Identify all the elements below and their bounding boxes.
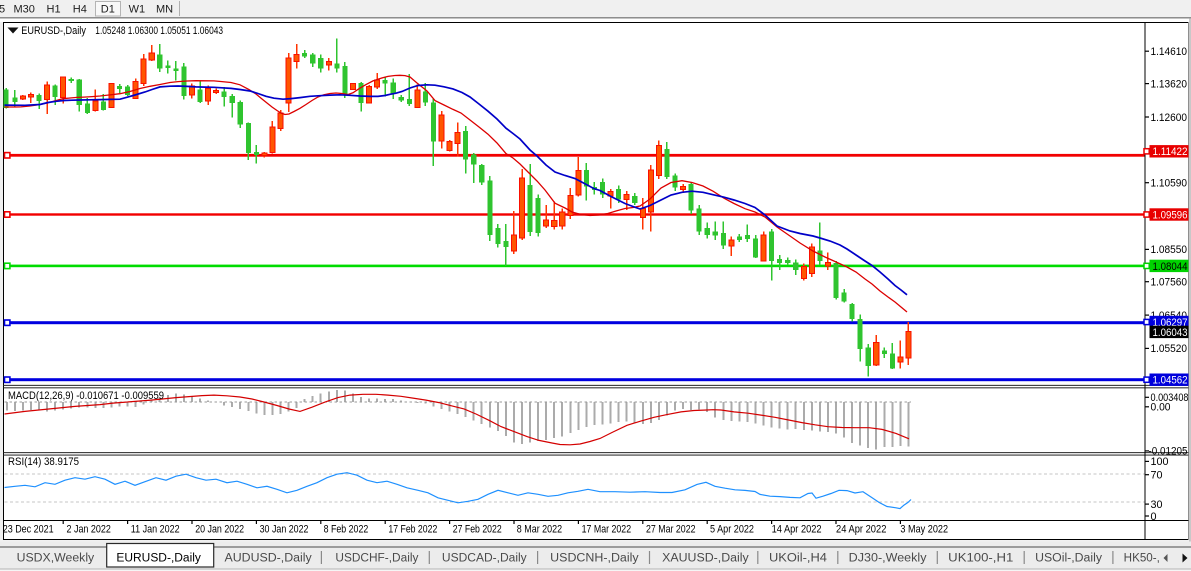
svg-text:1.05248 1.06300 1.05051 1.0604: 1.05248 1.06300 1.05051 1.06043 — [95, 25, 223, 37]
svg-text:1.04562: 1.04562 — [1153, 375, 1188, 387]
svg-text:27 Mar 2022: 27 Mar 2022 — [646, 524, 696, 536]
svg-text:H4: H4 — [73, 4, 87, 16]
svg-text:23 Dec 2021: 23 Dec 2021 — [3, 524, 54, 536]
svg-text:1.09596: 1.09596 — [1153, 209, 1188, 221]
svg-text:27 Feb 2022: 27 Feb 2022 — [453, 524, 502, 536]
svg-text:1.08044: 1.08044 — [1153, 261, 1188, 273]
svg-text:MACD(12,26,9) -0.010671 -0.009: MACD(12,26,9) -0.010671 -0.009559 — [8, 390, 164, 402]
svg-text:11 Jan 2022: 11 Jan 2022 — [131, 524, 180, 536]
svg-text:USDCNH-,Daily: USDCNH-,Daily — [550, 553, 639, 565]
svg-text:AUDUSD-,Daily: AUDUSD-,Daily — [225, 553, 312, 565]
svg-text:70: 70 — [1151, 470, 1163, 482]
svg-text:RSI(14) 38.9175: RSI(14) 38.9175 — [8, 456, 79, 468]
svg-text:DJ30-,Weekly: DJ30-,Weekly — [849, 553, 927, 565]
svg-text:1.11422: 1.11422 — [1153, 146, 1188, 158]
svg-text:UK100-,H1: UK100-,H1 — [948, 553, 1013, 565]
svg-text:USOil-,Daily: USOil-,Daily — [1035, 553, 1102, 565]
svg-text:30: 30 — [1151, 499, 1163, 511]
svg-text:8 Mar 2022: 8 Mar 2022 — [517, 524, 562, 536]
svg-text:USDX,Weekly: USDX,Weekly — [17, 553, 95, 565]
svg-text:1.06043: 1.06043 — [1153, 327, 1188, 339]
svg-text:USDCHF-,Daily: USDCHF-,Daily — [335, 553, 418, 565]
svg-text:EURUSD-,Daily: EURUSD-,Daily — [116, 553, 201, 565]
svg-text:5: 5 — [0, 4, 5, 16]
svg-text:UKOil-,H4: UKOil-,H4 — [769, 553, 828, 565]
svg-text:-0.01205: -0.01205 — [1149, 446, 1188, 458]
svg-text:100: 100 — [1151, 456, 1169, 468]
svg-text:1.10590: 1.10590 — [1151, 178, 1188, 190]
svg-text:14 Apr 2022: 14 Apr 2022 — [772, 524, 822, 536]
svg-text:USDCAD-,Daily: USDCAD-,Daily — [442, 553, 527, 565]
svg-text:17 Feb 2022: 17 Feb 2022 — [388, 524, 437, 536]
svg-text:1.12600: 1.12600 — [1151, 112, 1188, 124]
svg-text:1.05520: 1.05520 — [1151, 343, 1188, 355]
svg-text:W1: W1 — [129, 4, 146, 16]
svg-text:H1: H1 — [47, 4, 61, 16]
svg-text:2 Jan 2022: 2 Jan 2022 — [67, 524, 111, 536]
svg-text:20 Jan 2022: 20 Jan 2022 — [195, 524, 244, 536]
svg-text:1.14610: 1.14610 — [1151, 46, 1188, 58]
svg-text:5 Apr 2022: 5 Apr 2022 — [710, 524, 754, 536]
svg-text:3 May 2022: 3 May 2022 — [900, 524, 948, 536]
svg-text:1.08550: 1.08550 — [1151, 244, 1188, 256]
svg-text:8 Feb 2022: 8 Feb 2022 — [324, 524, 369, 536]
svg-text:30 Jan 2022: 30 Jan 2022 — [260, 524, 309, 536]
svg-text:MN: MN — [156, 4, 173, 16]
svg-text:0: 0 — [1151, 511, 1157, 523]
svg-text:D1: D1 — [101, 4, 115, 16]
svg-text:1.13620: 1.13620 — [1151, 78, 1188, 90]
svg-text:17 Mar 2022: 17 Mar 2022 — [582, 524, 632, 536]
svg-text:HK50-,: HK50-, — [1124, 553, 1160, 565]
svg-text:0.003408: 0.003408 — [1151, 392, 1189, 404]
svg-text:0.00: 0.00 — [1151, 402, 1171, 414]
svg-text:M30: M30 — [14, 4, 35, 16]
svg-text:1.07560: 1.07560 — [1151, 277, 1188, 289]
svg-text:EURUSD-,Daily: EURUSD-,Daily — [21, 25, 86, 37]
svg-text:24 Apr 2022: 24 Apr 2022 — [836, 524, 886, 536]
svg-text:XAUUSD-,Daily: XAUUSD-,Daily — [662, 553, 749, 565]
